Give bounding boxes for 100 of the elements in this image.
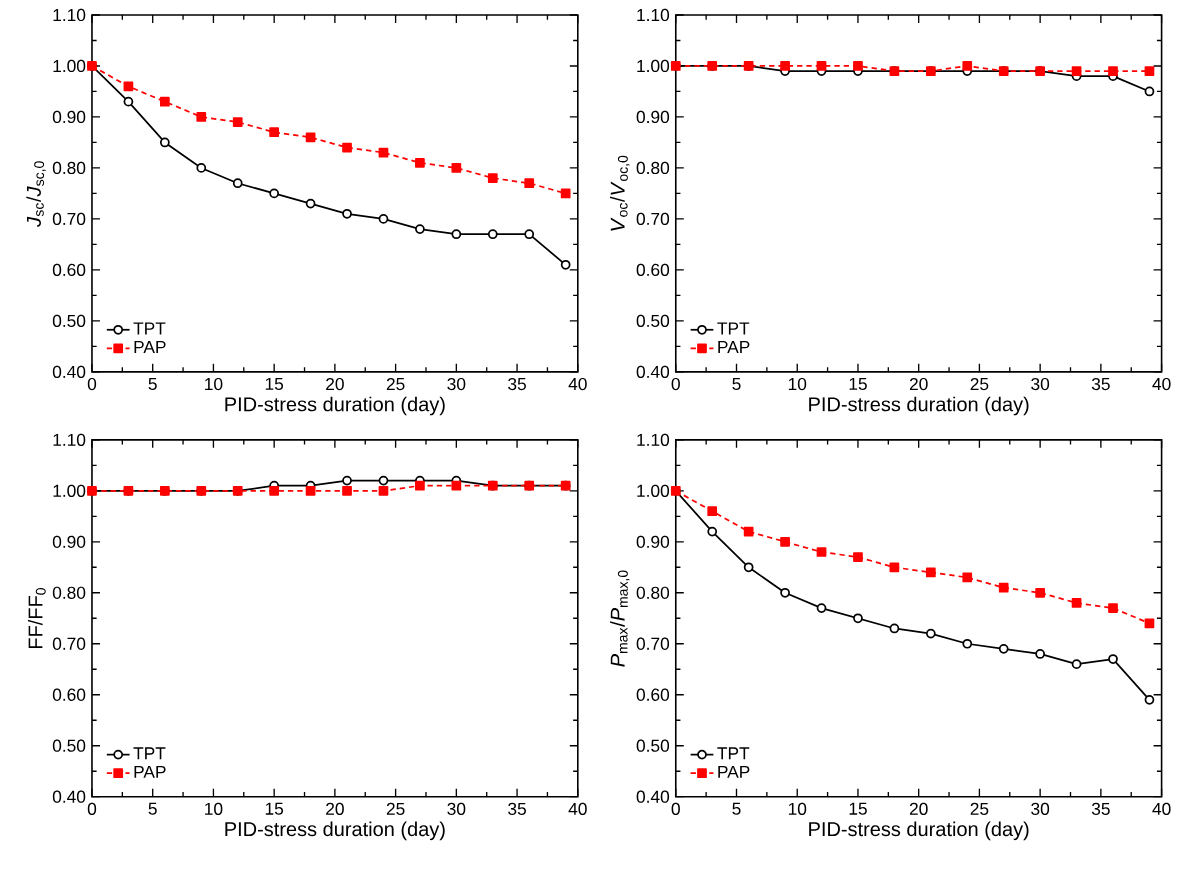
point [378, 214, 389, 224]
x-tick-label: 20 [909, 802, 928, 816]
y-tick-label: 0.50 [636, 314, 670, 328]
y-tick-label: 0.60 [52, 688, 86, 702]
x-tick-label: 20 [909, 378, 928, 391]
point [123, 96, 134, 107]
point [487, 229, 498, 240]
point [524, 178, 535, 189]
point [415, 224, 425, 235]
x-tick-label: 25 [386, 802, 405, 816]
y-tick-label: 0.80 [636, 161, 670, 175]
point [1144, 66, 1155, 77]
point [962, 61, 973, 71]
legend-label: PAP [718, 766, 750, 778]
point [1071, 598, 1082, 608]
point [853, 613, 863, 624]
point [743, 562, 754, 573]
x-tick-label: 10 [205, 378, 223, 391]
point [560, 188, 571, 199]
x-tick-label: 40 [1152, 378, 1171, 391]
x-tick-label: 15 [265, 378, 284, 391]
x-tick-label: 5 [148, 378, 157, 391]
y-tick-label: 0.40 [52, 790, 86, 803]
point [1108, 603, 1118, 614]
point [925, 628, 936, 639]
point [925, 567, 936, 578]
y-tick-label: 0.40 [52, 365, 86, 379]
y-tick-label: 0.70 [636, 637, 670, 651]
y-tick-label: 0.80 [52, 161, 86, 175]
x-tick-label: 25 [386, 378, 405, 391]
point [707, 506, 718, 517]
y-tick-label: 0.90 [52, 535, 86, 549]
point [451, 163, 462, 173]
y-tick-label: 0.50 [636, 739, 670, 753]
x-tick-label: 40 [1152, 802, 1171, 816]
point [707, 526, 718, 537]
x-tick-label: 30 [1031, 378, 1050, 391]
y-axis-title: P$_{max}$/P$_{max,0}$ [610, 570, 630, 667]
legend-label: TPT [717, 747, 750, 760]
point [962, 572, 973, 583]
y-tick-label: 0.40 [636, 365, 670, 379]
legend-label: PAP [134, 341, 166, 354]
point [853, 61, 863, 71]
point [342, 142, 352, 153]
point [487, 173, 498, 184]
x-tick-label: 40 [568, 378, 587, 391]
x-tick-label: 0 [87, 378, 97, 391]
y-tick-label: 0.80 [636, 586, 670, 600]
point [1144, 695, 1155, 705]
y-tick-label: 1.10 [53, 433, 86, 447]
y-axis-title: V$_{oc}$/V$_{oc,0}$ [610, 155, 630, 231]
point [123, 81, 134, 92]
y-tick-label: 0.60 [636, 688, 670, 702]
y-tick-label: 0.60 [636, 263, 670, 277]
point [451, 229, 462, 240]
point [159, 137, 170, 148]
point [853, 552, 863, 563]
x-tick-label: 5 [148, 802, 157, 815]
point [889, 623, 900, 634]
x-tick-label: 10 [788, 802, 807, 816]
point [962, 639, 973, 649]
x-tick-label: 35 [1091, 802, 1110, 816]
point [1071, 659, 1082, 670]
point [780, 537, 790, 547]
x-tick-label: 0 [671, 378, 680, 391]
y-tick-label: 1.10 [53, 9, 86, 22]
x-tick-label: 25 [970, 378, 989, 391]
point [305, 132, 316, 143]
x-tick-label: 20 [326, 802, 344, 816]
y-tick-label: 0.70 [52, 637, 86, 651]
x-tick-label: 40 [568, 802, 587, 816]
point [780, 588, 790, 598]
point [305, 198, 316, 209]
x-tick-label: 0 [87, 802, 97, 816]
point [816, 547, 827, 558]
x-tick-label: 30 [447, 378, 466, 391]
x-axis-title: PID-stress duration (day) [809, 396, 1029, 416]
point [196, 112, 207, 122]
y-tick-label: 0.90 [636, 110, 670, 124]
point [1144, 86, 1155, 97]
x-tick-label: 20 [326, 378, 344, 391]
point [232, 178, 243, 189]
x-tick-label: 5 [732, 802, 741, 815]
point [1108, 66, 1118, 77]
point [269, 127, 280, 138]
y-tick-label: 1.00 [637, 59, 670, 73]
y-tick-label: 1.00 [53, 59, 86, 73]
x-axis-title: PID-stress duration (day) [809, 821, 1029, 841]
y-tick-label: 0.90 [636, 535, 670, 549]
x-axis-title: PID-stress duration (day) [225, 821, 445, 841]
x-tick-label: 35 [1091, 378, 1110, 391]
point [342, 209, 352, 219]
y-tick-label: 0.50 [52, 739, 86, 753]
legend-label: TPT [717, 322, 750, 335]
y-tick-label: 0.50 [52, 314, 86, 328]
y-tick-label: 0.40 [636, 790, 670, 803]
point [998, 582, 1009, 593]
legend-label: PAP [718, 341, 750, 354]
y-tick-label: 1.10 [637, 433, 670, 447]
point [1108, 654, 1118, 665]
